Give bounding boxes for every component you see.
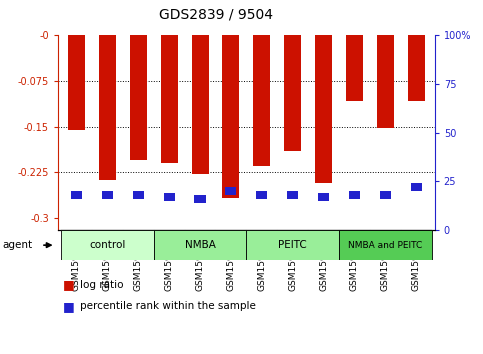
Bar — [349, 191, 360, 199]
FancyBboxPatch shape — [277, 230, 308, 231]
Bar — [130, 35, 147, 160]
Bar — [408, 35, 425, 101]
Bar — [226, 187, 236, 195]
Bar — [246, 230, 339, 260]
Text: ■: ■ — [63, 279, 74, 291]
Bar — [71, 191, 82, 199]
Bar — [195, 195, 206, 203]
Bar — [253, 35, 270, 166]
Text: percentile rank within the sample: percentile rank within the sample — [80, 301, 256, 311]
FancyBboxPatch shape — [123, 230, 154, 231]
Text: GDS2839 / 9504: GDS2839 / 9504 — [159, 7, 273, 21]
Bar — [102, 191, 113, 199]
Bar — [256, 191, 267, 199]
Text: ■: ■ — [63, 300, 74, 313]
FancyBboxPatch shape — [92, 230, 123, 231]
Text: NMBA and PEITC: NMBA and PEITC — [348, 241, 423, 250]
FancyBboxPatch shape — [246, 230, 277, 231]
Bar — [192, 35, 209, 174]
Bar — [61, 230, 154, 260]
Text: agent: agent — [2, 240, 32, 250]
Bar — [411, 183, 422, 191]
Bar — [133, 191, 144, 199]
Bar — [154, 230, 246, 260]
Bar — [222, 35, 240, 199]
FancyBboxPatch shape — [61, 230, 92, 231]
Bar — [284, 35, 301, 151]
FancyBboxPatch shape — [154, 230, 185, 231]
FancyBboxPatch shape — [370, 230, 401, 231]
Bar — [377, 35, 394, 128]
FancyBboxPatch shape — [215, 230, 246, 231]
Bar — [287, 191, 298, 199]
Bar — [99, 35, 116, 179]
FancyBboxPatch shape — [339, 230, 370, 231]
Bar — [339, 230, 432, 260]
Bar — [68, 35, 85, 130]
Text: log ratio: log ratio — [80, 280, 123, 290]
Bar — [346, 35, 363, 101]
Text: NMBA: NMBA — [185, 240, 215, 250]
FancyBboxPatch shape — [185, 230, 215, 231]
Bar — [315, 35, 332, 183]
Bar — [380, 191, 391, 199]
FancyBboxPatch shape — [401, 230, 432, 231]
Bar — [164, 193, 175, 201]
Text: control: control — [89, 240, 126, 250]
Bar — [161, 35, 178, 163]
Text: PEITC: PEITC — [278, 240, 307, 250]
FancyBboxPatch shape — [308, 230, 339, 231]
Bar — [318, 193, 329, 201]
